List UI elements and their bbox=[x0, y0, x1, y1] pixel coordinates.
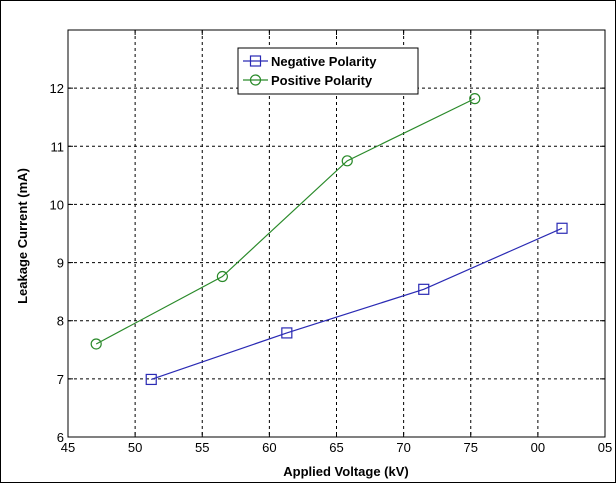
data-point-positive-polarity bbox=[341, 155, 353, 167]
legend-label-positive-polarity: Positive Polarity bbox=[271, 73, 373, 88]
x-tick-label: 45 bbox=[61, 440, 75, 455]
series-line-positive-polarity bbox=[95, 98, 476, 345]
legend: Negative Polarity Positive Polarity bbox=[237, 47, 419, 95]
legend-entry-negative-polarity: Negative Polarity bbox=[243, 54, 377, 69]
x-tick-label: 05 bbox=[598, 440, 612, 455]
series-negative-polarity bbox=[145, 222, 568, 386]
series-layer bbox=[90, 93, 568, 386]
y-tick-label: 8 bbox=[57, 314, 64, 329]
legend-entry-positive-polarity: Positive Polarity bbox=[243, 73, 373, 88]
legend-box bbox=[237, 47, 419, 95]
series-positive-polarity bbox=[90, 93, 481, 350]
x-tick-label: 65 bbox=[329, 440, 343, 455]
x-tick-label: 70 bbox=[396, 440, 410, 455]
x-axis-title: Applied Voltage (kV) bbox=[283, 464, 408, 479]
legend-marker-negative-polarity bbox=[249, 55, 262, 67]
data-point-positive-polarity bbox=[216, 270, 228, 283]
y-tick-label: 9 bbox=[57, 256, 64, 271]
y-tick-label: 7 bbox=[57, 372, 64, 387]
data-point-negative-polarity bbox=[556, 222, 568, 234]
data-point-negative-polarity bbox=[145, 373, 157, 386]
series-line-negative-polarity bbox=[151, 227, 563, 381]
data-point-negative-polarity bbox=[418, 283, 430, 295]
x-tick-label: 75 bbox=[464, 440, 478, 455]
x-tick-label: 50 bbox=[128, 440, 142, 455]
x-tick-label: 00 bbox=[531, 440, 545, 455]
x-tick-label: 60 bbox=[262, 440, 276, 455]
grid-layer bbox=[68, 30, 605, 437]
data-point-positive-polarity bbox=[469, 93, 481, 105]
y-tick-label: 10 bbox=[50, 197, 64, 212]
y-tick-label: 6 bbox=[57, 430, 64, 445]
data-point-negative-polarity bbox=[281, 327, 293, 339]
axis-layer: 45 50 55 60 65 70 75 00 05 6 7 8 9 10 11 12 bbox=[50, 29, 612, 455]
y-tick-label: 11 bbox=[51, 139, 65, 154]
y-tick-label: 12 bbox=[50, 81, 64, 96]
y-axis-title: Leakage Current (mA) bbox=[15, 168, 30, 304]
legend-label-negative-polarity: Negative Polarity bbox=[271, 54, 377, 69]
legend-marker-positive-polarity bbox=[249, 74, 262, 86]
data-point-positive-polarity bbox=[90, 338, 102, 350]
x-tick-label: 55 bbox=[195, 440, 209, 455]
